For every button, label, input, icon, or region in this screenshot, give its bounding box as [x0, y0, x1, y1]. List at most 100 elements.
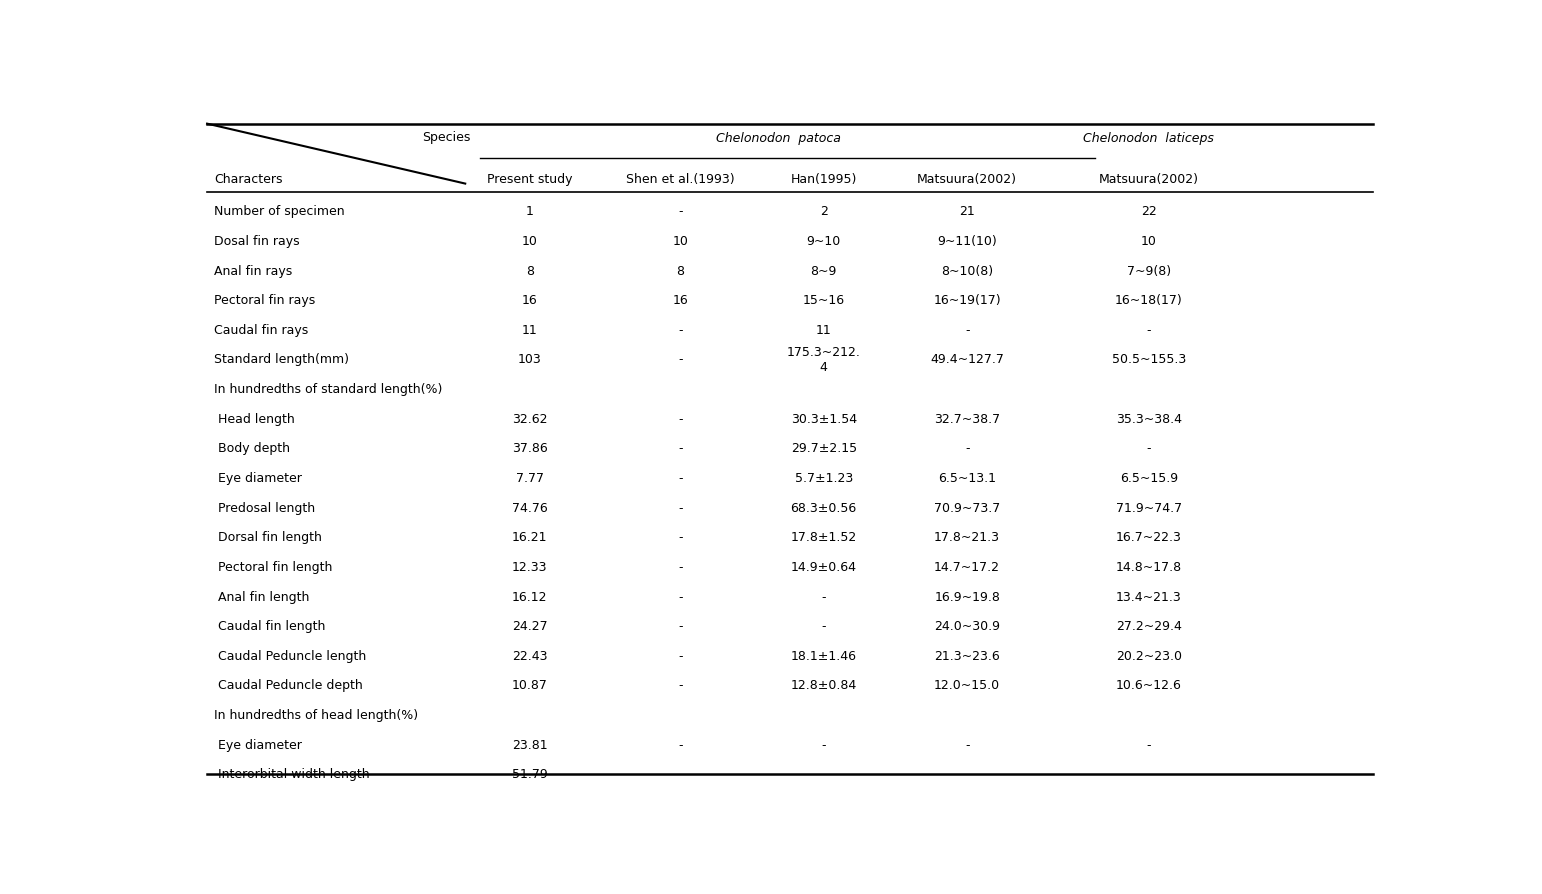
Text: -: - [678, 501, 683, 514]
Text: -: - [678, 679, 683, 692]
Text: 18.1±1.46: 18.1±1.46 [791, 649, 857, 662]
Text: 16.12: 16.12 [512, 590, 547, 603]
Text: 1: 1 [526, 205, 534, 218]
Text: 8~9: 8~9 [811, 265, 837, 277]
Text: 12.8±0.84: 12.8±0.84 [791, 679, 857, 692]
Text: 9~10: 9~10 [806, 235, 840, 248]
Text: Number of specimen: Number of specimen [214, 205, 345, 218]
Text: -: - [1147, 442, 1150, 455]
Text: -: - [965, 324, 970, 336]
Text: 50.5~155.3: 50.5~155.3 [1112, 353, 1186, 366]
Text: -: - [678, 442, 683, 455]
Text: -: - [678, 412, 683, 426]
Text: Caudal Peduncle depth: Caudal Peduncle depth [214, 679, 362, 692]
Text: 29.7±2.15: 29.7±2.15 [791, 442, 857, 455]
Text: 22.43: 22.43 [512, 649, 547, 662]
Text: -: - [1147, 767, 1150, 780]
Text: 6.5~15.9: 6.5~15.9 [1119, 471, 1178, 485]
Text: 14.7~17.2: 14.7~17.2 [934, 561, 1001, 573]
Text: -: - [822, 738, 827, 751]
Text: 10: 10 [521, 235, 538, 248]
Text: 71.9~74.7: 71.9~74.7 [1116, 501, 1181, 514]
Text: Dorsal fin length: Dorsal fin length [214, 531, 322, 544]
Text: 5.7±1.23: 5.7±1.23 [794, 471, 853, 485]
Text: Pectoral fin length: Pectoral fin length [214, 561, 333, 573]
Text: -: - [678, 649, 683, 662]
Text: 16.21: 16.21 [512, 531, 547, 544]
Text: Caudal Peduncle length: Caudal Peduncle length [214, 649, 367, 662]
Text: 16.9~19.8: 16.9~19.8 [934, 590, 1001, 603]
Text: 37.86: 37.86 [512, 442, 547, 455]
Text: Eye diameter: Eye diameter [214, 471, 302, 485]
Text: -: - [678, 324, 683, 336]
Text: 70.9~73.7: 70.9~73.7 [934, 501, 1001, 514]
Text: -: - [678, 767, 683, 780]
Text: -: - [678, 471, 683, 485]
Text: -: - [965, 738, 970, 751]
Text: 35.3~38.4: 35.3~38.4 [1116, 412, 1181, 426]
Text: -: - [965, 442, 970, 455]
Text: Head length: Head length [214, 412, 295, 426]
Text: 8: 8 [526, 265, 534, 277]
Text: Pectoral fin rays: Pectoral fin rays [214, 294, 316, 307]
Text: -: - [678, 590, 683, 603]
Text: 103: 103 [518, 353, 541, 366]
Text: 24.27: 24.27 [512, 620, 547, 632]
Text: Predosal length: Predosal length [214, 501, 316, 514]
Text: -: - [965, 767, 970, 780]
Text: In hundredths of head length(%): In hundredths of head length(%) [214, 708, 418, 721]
Text: Standard length(mm): Standard length(mm) [214, 353, 348, 366]
Text: 10.6~12.6: 10.6~12.6 [1116, 679, 1181, 692]
Text: Body depth: Body depth [214, 442, 290, 455]
Text: 24.0~30.9: 24.0~30.9 [934, 620, 1001, 632]
Text: 17.8±1.52: 17.8±1.52 [791, 531, 857, 544]
Text: -: - [678, 205, 683, 218]
Text: 7~9(8): 7~9(8) [1127, 265, 1170, 277]
Text: 10.87: 10.87 [512, 679, 547, 692]
Text: 16~19(17): 16~19(17) [933, 294, 1001, 307]
Text: Characters: Characters [214, 173, 282, 186]
Text: Chelonodon  patoca: Chelonodon patoca [715, 131, 840, 145]
Text: -: - [678, 620, 683, 632]
Text: 12.0~15.0: 12.0~15.0 [934, 679, 1001, 692]
Text: Chelonodon  laticeps: Chelonodon laticeps [1084, 131, 1214, 145]
Text: Present study: Present study [487, 173, 572, 186]
Text: 8~10(8): 8~10(8) [941, 265, 993, 277]
Text: -: - [678, 531, 683, 544]
Text: 32.62: 32.62 [512, 412, 547, 426]
Text: -: - [678, 561, 683, 573]
Text: Caudal fin rays: Caudal fin rays [214, 324, 308, 336]
Text: 14.9±0.64: 14.9±0.64 [791, 561, 857, 573]
Text: 16: 16 [521, 294, 538, 307]
Text: 13.4~21.3: 13.4~21.3 [1116, 590, 1181, 603]
Text: Dosal fin rays: Dosal fin rays [214, 235, 299, 248]
Text: In hundredths of standard length(%): In hundredths of standard length(%) [214, 383, 443, 396]
Text: Matsuura(2002): Matsuura(2002) [1099, 173, 1198, 186]
Text: 49.4~127.7: 49.4~127.7 [930, 353, 1004, 366]
Text: Anal fin rays: Anal fin rays [214, 265, 293, 277]
Text: 2: 2 [820, 205, 828, 218]
Text: Matsuura(2002): Matsuura(2002) [917, 173, 1018, 186]
Text: 21: 21 [959, 205, 975, 218]
Text: Shen et al.(1993): Shen et al.(1993) [626, 173, 734, 186]
Text: 22: 22 [1141, 205, 1156, 218]
Text: 21.3~23.6: 21.3~23.6 [934, 649, 1001, 662]
Text: 16~18(17): 16~18(17) [1115, 294, 1183, 307]
Text: 32.7~38.7: 32.7~38.7 [934, 412, 1001, 426]
Text: -: - [678, 353, 683, 366]
Text: -: - [678, 738, 683, 751]
Text: Han(1995): Han(1995) [791, 173, 857, 186]
Text: 9~11(10): 9~11(10) [938, 235, 998, 248]
Text: 23.81: 23.81 [512, 738, 547, 751]
Text: 175.3~212.
4: 175.3~212. 4 [786, 346, 860, 374]
Text: 51.79: 51.79 [512, 767, 547, 780]
Text: -: - [822, 620, 827, 632]
Text: 12.33: 12.33 [512, 561, 547, 573]
Text: Interorbital width length: Interorbital width length [214, 767, 370, 780]
Text: Species: Species [421, 131, 470, 143]
Text: -: - [822, 767, 827, 780]
Text: 68.3±0.56: 68.3±0.56 [791, 501, 857, 514]
Text: 8: 8 [677, 265, 685, 277]
Text: Anal fin length: Anal fin length [214, 590, 310, 603]
Text: 20.2~23.0: 20.2~23.0 [1116, 649, 1181, 662]
